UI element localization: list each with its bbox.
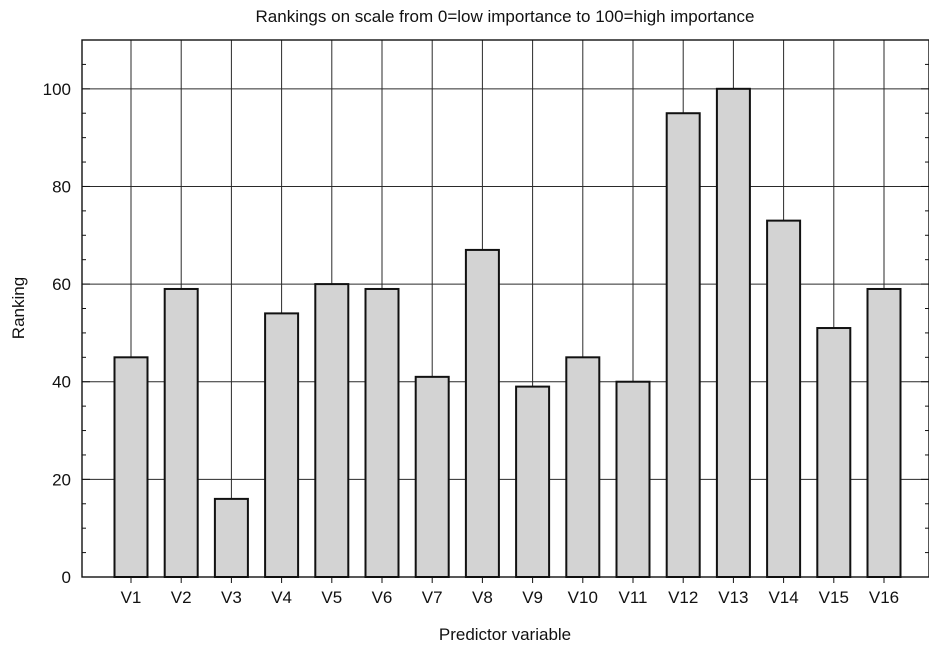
bar-v7 xyxy=(414,375,450,578)
bar-v4 xyxy=(264,312,300,578)
x-tick-label: V1 xyxy=(121,588,142,607)
y-tick-label: 40 xyxy=(52,373,71,392)
y-tick-label: 80 xyxy=(52,177,71,196)
bar-v6 xyxy=(364,287,400,578)
x-tick-label: V11 xyxy=(619,588,648,607)
tick-labels: 0 20 40 60 80 100 V1 V2 V3 V4 V5 V6 V7 V8 V9 V10 V11 V12 V… xyxy=(43,80,900,607)
x-tick-label: V4 xyxy=(271,588,292,607)
bar-v8 xyxy=(464,248,500,578)
bar-v16 xyxy=(866,287,902,578)
bar-v11 xyxy=(615,380,651,578)
gridlines xyxy=(82,40,929,578)
y-axis-label: Ranking xyxy=(9,277,28,339)
bar-v3 xyxy=(213,497,249,578)
x-tick-label: V7 xyxy=(422,588,443,607)
x-tick-label: V3 xyxy=(221,588,242,607)
x-tick-label: V13 xyxy=(718,588,748,607)
y-tick-label: 0 xyxy=(62,568,71,587)
bar-v5 xyxy=(314,283,350,578)
x-tick-label: V6 xyxy=(372,588,393,607)
bar-v13 xyxy=(715,87,751,579)
bar-v2 xyxy=(163,287,199,578)
bar-v14 xyxy=(766,219,802,579)
y-tick-label: 100 xyxy=(43,80,71,99)
plot-frame xyxy=(81,39,929,578)
x-tick-label: V14 xyxy=(768,588,798,607)
bars xyxy=(113,87,902,579)
chart-title: Rankings on scale from 0=low importance … xyxy=(256,7,755,26)
x-tick-label: V9 xyxy=(522,588,543,607)
bar-v10 xyxy=(565,356,601,578)
x-tick-label: V8 xyxy=(472,588,493,607)
x-tick-label: V16 xyxy=(869,588,899,607)
x-tick-label: V15 xyxy=(819,588,849,607)
x-tick-label: V10 xyxy=(568,588,598,607)
y-tick-label: 60 xyxy=(52,275,71,294)
x-axis-label: Predictor variable xyxy=(439,625,571,644)
y-tick-label: 20 xyxy=(52,470,71,489)
bar-v12 xyxy=(665,112,701,579)
bar-v15 xyxy=(816,327,852,579)
ticks xyxy=(82,39,929,583)
x-tick-label: V2 xyxy=(171,588,192,607)
x-tick-label: V12 xyxy=(668,588,698,607)
bar-v9 xyxy=(515,385,551,579)
x-tick-label: V5 xyxy=(321,588,342,607)
bar-v1 xyxy=(113,356,149,578)
